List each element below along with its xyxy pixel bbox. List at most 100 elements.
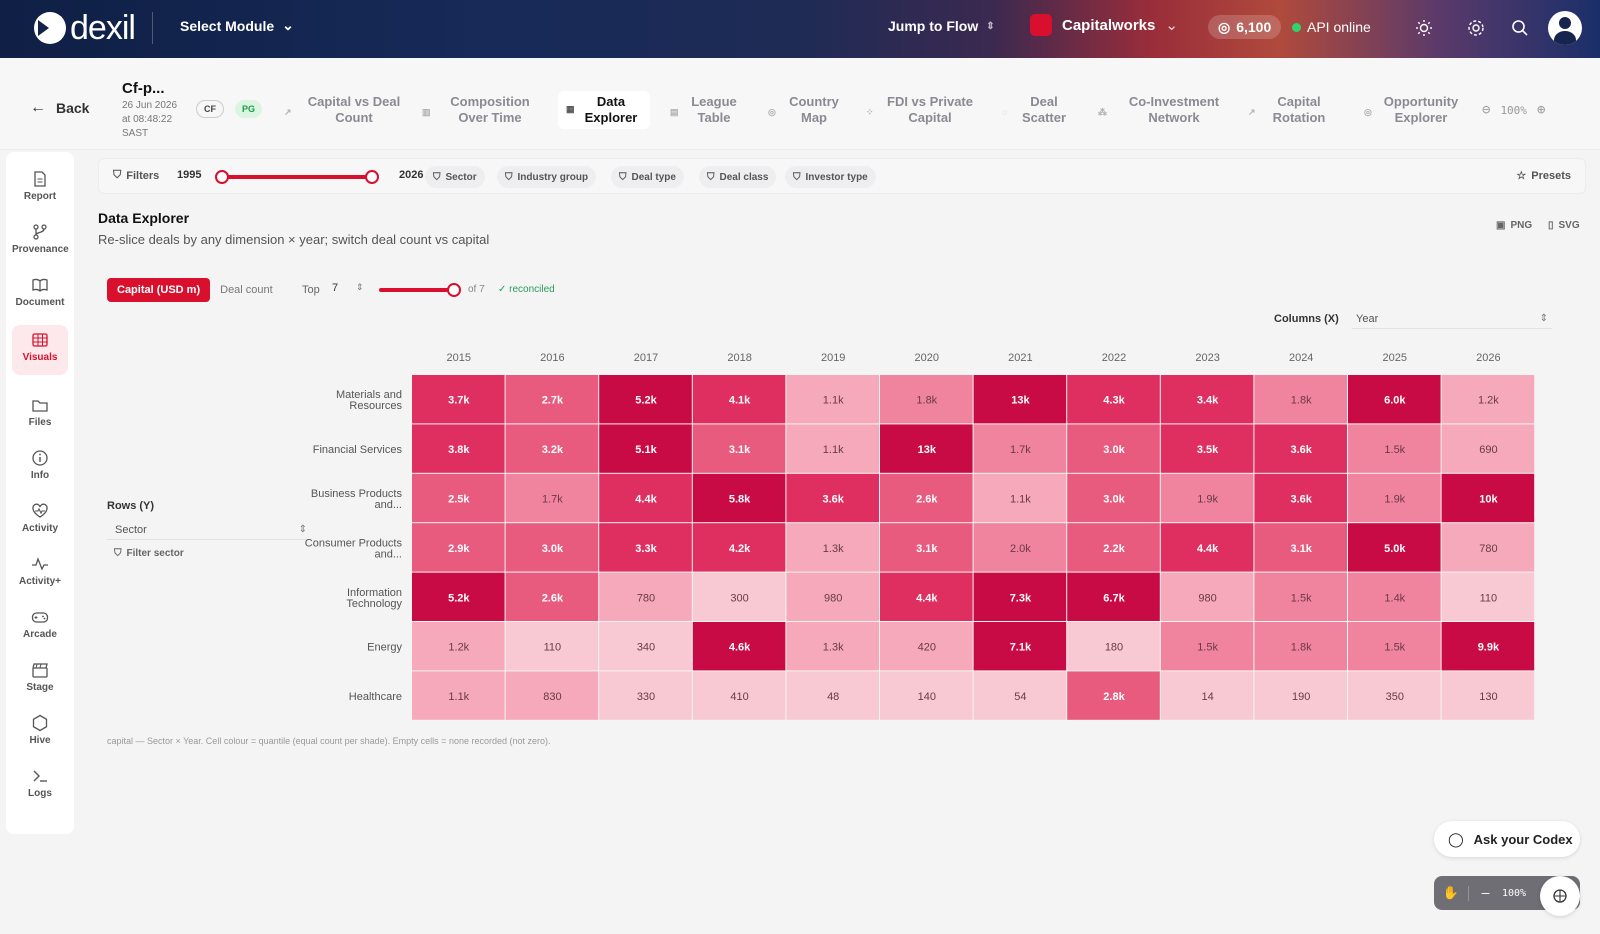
rail-item-files[interactable]: Files [12,392,68,438]
heatmap-cell[interactable] [1441,424,1535,473]
deal-type-filter-chip[interactable]: ⛉ Deal type [611,166,684,188]
export-png-button[interactable]: ▣ PNG [1496,220,1532,231]
heatmap-cell[interactable] [1348,523,1441,572]
heatmap-cell[interactable] [973,622,1067,671]
rail-item-logs[interactable]: Logs [12,763,68,809]
heatmap-cell[interactable] [880,622,973,671]
heatmap-cell[interactable] [1160,671,1254,720]
hand-icon[interactable]: ✋ [1442,885,1460,901]
heatmap-cell[interactable] [505,375,599,424]
heatmap-cell[interactable] [412,523,505,572]
jump-to-flow[interactable]: Jump to Flow ⇕ [888,18,995,34]
rail-item-activity-plus[interactable]: Activity+ [12,551,68,597]
heatmap-cell[interactable] [505,424,599,473]
heatmap-cell[interactable] [505,622,599,671]
heatmap-cell[interactable] [880,424,973,473]
heatmap-cell[interactable] [599,572,692,621]
tab-deal-scatter[interactable]: ◌ Deal Scatter [1002,94,1072,126]
top-n-slider-handle[interactable] [447,283,461,297]
sun-icon[interactable] [1412,16,1436,40]
heatmap-cell[interactable] [1441,622,1535,671]
heatmap-cell[interactable] [1160,523,1254,572]
heatmap-cell[interactable] [1348,473,1441,523]
heatmap-cell[interactable] [1254,523,1347,572]
search-icon[interactable] [1508,16,1532,40]
metric-deal-count-button[interactable]: Deal count [220,284,273,296]
heatmap-cell[interactable] [599,424,692,473]
heatmap-cell[interactable] [973,473,1067,523]
columns-select[interactable]: Year ⇕ [1352,309,1552,329]
org-switcher[interactable]: Capitalworks ⌄ [1030,14,1178,36]
heatmap-cell[interactable] [1254,375,1347,424]
rail-item-document[interactable]: Document [12,272,68,318]
heatmap-cell[interactable] [973,671,1067,720]
heatmap-cell[interactable] [692,622,786,671]
heatmap-cell[interactable] [412,572,505,621]
year-to-handle[interactable] [365,170,379,184]
rail-item-arcade[interactable]: Arcade [12,604,68,650]
filters-toggle[interactable]: ⛉ Filters [113,169,159,182]
heatmap-cell[interactable] [412,622,505,671]
heatmap-cell[interactable] [1067,424,1160,473]
heatmap-cell[interactable] [1160,572,1254,621]
top-n-stepper[interactable]: 7 ⇕ [332,282,368,300]
heatmap-cell[interactable] [1160,375,1254,424]
rail-item-activity[interactable]: Activity [12,498,68,544]
zoom-out-icon[interactable]: ⊖ [1482,102,1491,118]
module-selector[interactable]: Select Module ⌄ [180,17,294,34]
heatmap-cell[interactable] [786,523,879,572]
heatmap-cell[interactable] [786,424,879,473]
rows-select[interactable]: Sector ⇕ [107,520,311,540]
year-range-slider[interactable] [215,170,379,184]
tab-country-map[interactable]: ◎ Country Map [768,94,844,126]
heatmap-cell[interactable] [692,523,786,572]
heatmap-cell[interactable] [786,622,879,671]
rail-item-hive[interactable]: Hive [12,710,68,756]
rail-item-info[interactable]: Info [12,445,68,491]
rail-item-provenance[interactable]: Provenance [12,219,69,265]
heatmap-cell[interactable] [1441,572,1535,621]
heatmap-cell[interactable] [692,375,786,424]
filter-sector-button[interactable]: ⛉ Filter sector [114,548,184,559]
year-from-handle[interactable] [215,170,229,184]
heatmap-cell[interactable] [1348,622,1441,671]
heatmap-cell[interactable] [1441,375,1535,424]
heatmap-cell[interactable] [412,375,505,424]
heatmap-cell[interactable] [1348,671,1441,720]
tab-data-explorer[interactable]: ▦ Data Explorer [558,91,650,129]
heatmap-cell[interactable] [1160,473,1254,523]
heatmap-cell[interactable] [412,473,505,523]
heatmap-cell[interactable] [1441,523,1535,572]
heatmap-cell[interactable] [505,572,599,621]
gear-icon[interactable] [1464,16,1488,40]
tab-opportunity-explorer[interactable]: ◎ Opportunity Explorer [1364,94,1464,126]
heatmap-cell[interactable] [1067,622,1160,671]
heatmap-cell[interactable] [786,473,879,523]
back-button[interactable]: ← Back [30,99,89,117]
rail-item-stage[interactable]: Stage [12,657,68,703]
zoom-out-button[interactable]: — [1468,885,1502,901]
user-avatar[interactable] [1548,11,1582,45]
heatmap-cell[interactable] [412,671,505,720]
heatmap-cell[interactable] [973,523,1067,572]
heatmap-cell[interactable] [786,671,879,720]
rail-item-report[interactable]: Report [12,166,68,212]
sector-filter-chip[interactable]: ⛉ Sector [425,166,485,188]
presets-button[interactable]: ☆ Presets [1516,169,1571,183]
heatmap-cell[interactable] [880,671,973,720]
heatmap-cell[interactable] [1160,622,1254,671]
heatmap-cell[interactable] [1348,572,1441,621]
brand-logo[interactable]: dexil [34,9,136,47]
heatmap-cell[interactable] [880,375,973,424]
credits-badge[interactable]: ◎ 6,100 [1208,15,1282,39]
tab-capital-vs-deal-count[interactable]: ↗ Capital vs Deal Count [284,94,408,126]
heatmap-cell[interactable] [1254,424,1347,473]
heatmap-cell[interactable] [412,424,505,473]
heatmap-cell[interactable] [692,572,786,621]
heatmap-cell[interactable] [1067,473,1160,523]
heatmap-cell[interactable] [1348,424,1441,473]
heatmap-cell[interactable] [505,671,599,720]
heatmap-cell[interactable] [1254,622,1347,671]
heatmap-cell[interactable] [1348,375,1441,424]
heatmap-cell[interactable] [1067,523,1160,572]
